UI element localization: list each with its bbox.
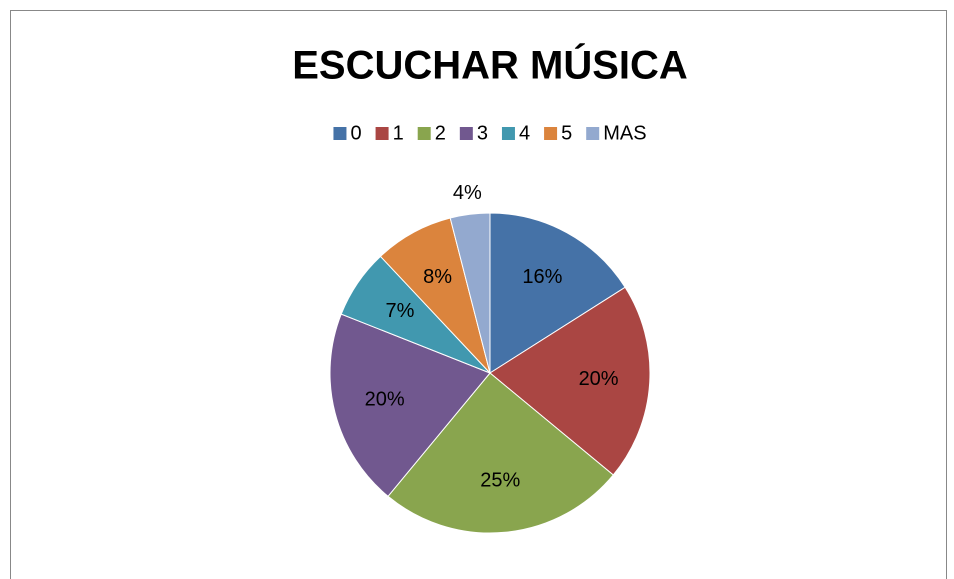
legend-label: 1 xyxy=(393,122,404,144)
pie-slice xyxy=(489,286,651,476)
data-label: 20% xyxy=(365,388,405,410)
data-label: 16% xyxy=(522,266,562,288)
pie-slice xyxy=(489,212,626,374)
data-label: 4% xyxy=(453,182,482,204)
legend-swatch xyxy=(586,127,600,140)
legend-swatch xyxy=(333,127,347,140)
pie-slice xyxy=(449,212,491,374)
pie-slice xyxy=(329,313,491,497)
pie-slice xyxy=(387,372,614,534)
data-label: 25% xyxy=(480,470,520,492)
legend-swatch xyxy=(459,127,473,140)
legend-label: 5 xyxy=(561,122,572,144)
legend-label: 3 xyxy=(477,122,488,144)
legend-swatch xyxy=(375,127,389,140)
legend-label: 2 xyxy=(435,122,446,144)
data-label: 8% xyxy=(423,266,452,288)
legend-label: 0 xyxy=(350,122,361,144)
data-label: 20% xyxy=(579,368,619,390)
legend-label: 4 xyxy=(519,122,530,144)
legend-swatch xyxy=(417,127,431,140)
data-label: 7% xyxy=(386,300,415,322)
legend-swatch xyxy=(544,127,558,140)
legend-swatch xyxy=(501,127,515,140)
chart-title: ESCUCHAR MÚSICA xyxy=(292,42,688,88)
legend-label: MAS xyxy=(603,122,646,144)
